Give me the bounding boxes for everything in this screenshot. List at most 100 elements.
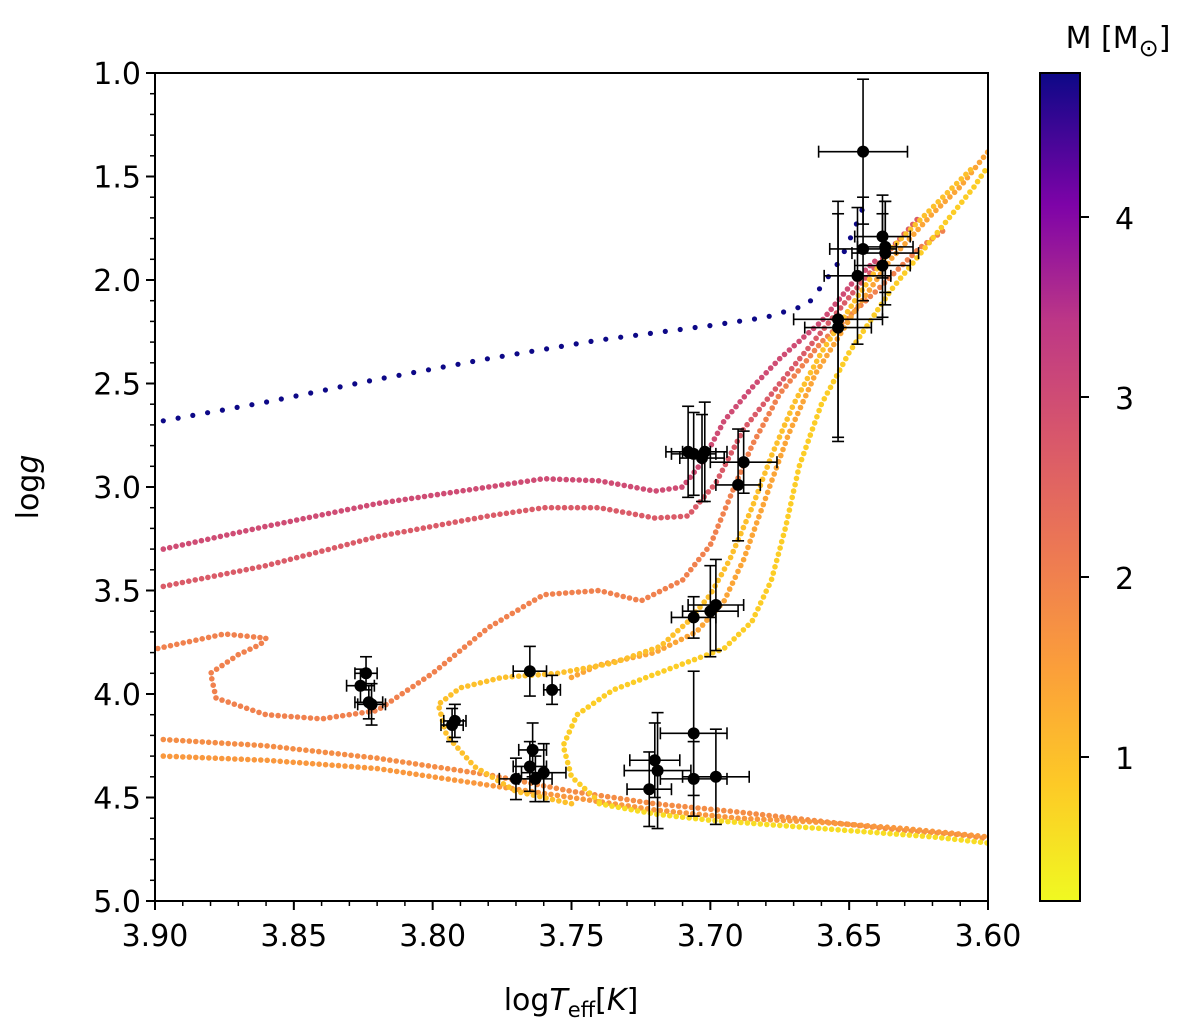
track-point [971, 838, 977, 845]
track-point [598, 792, 605, 799]
track-point [942, 198, 948, 205]
track-point [167, 753, 173, 760]
track-point [612, 686, 619, 692]
track-point [567, 668, 574, 674]
track-point [782, 526, 788, 532]
track-point [708, 441, 715, 448]
track-point [624, 796, 630, 803]
track-point [755, 606, 761, 612]
track-point [915, 226, 921, 233]
track-point [355, 764, 361, 770]
track-point [763, 588, 769, 594]
track-point [848, 314, 854, 320]
track-point [537, 793, 543, 800]
track-point [615, 804, 622, 811]
track-point [798, 387, 805, 393]
track-point [277, 744, 283, 751]
track-point [756, 514, 762, 520]
track-point [893, 280, 900, 287]
x-tick-label: 3.70 [677, 919, 744, 954]
track-point [313, 513, 319, 519]
track-point [604, 793, 611, 800]
track-point [951, 836, 958, 843]
track-point [707, 323, 713, 329]
track-point [428, 492, 434, 499]
track-point [819, 819, 826, 826]
track-point [761, 816, 767, 823]
colorbar-axis: 1 2 3 4 [1080, 202, 1134, 777]
track-point [366, 378, 373, 384]
track-point [478, 767, 484, 774]
track-point [498, 617, 504, 623]
track-point [721, 598, 727, 604]
track-point [904, 257, 911, 263]
track-point [472, 764, 479, 770]
track-point [750, 439, 757, 446]
track-point [858, 822, 864, 829]
track-point [348, 763, 355, 770]
track-point [751, 526, 758, 532]
track-point [947, 194, 953, 200]
star-marker [851, 269, 864, 282]
track-point [611, 794, 617, 801]
track-point [243, 566, 249, 573]
track-point [809, 426, 816, 432]
track-point [910, 826, 916, 833]
track-point [209, 676, 215, 682]
track-point [864, 823, 871, 829]
track-point [811, 347, 818, 354]
track-point [529, 506, 535, 513]
track-point [388, 531, 395, 537]
track-point [779, 428, 785, 434]
track-point [672, 485, 679, 491]
star-marker [857, 242, 870, 255]
track-point [840, 291, 847, 297]
track-point [404, 687, 411, 693]
track-point [564, 759, 571, 766]
star-2 [803, 212, 873, 443]
track-point [731, 636, 737, 642]
track-point [679, 577, 686, 583]
track-point [205, 410, 211, 416]
track-point [919, 833, 926, 839]
track-point [518, 479, 524, 485]
track-point [757, 600, 764, 606]
track-point [219, 755, 225, 762]
track-point [776, 355, 783, 362]
track-point [322, 387, 328, 393]
track-point [509, 673, 515, 680]
star-marker [523, 760, 536, 773]
track-point [655, 670, 661, 676]
track-point [676, 809, 683, 816]
track-point [724, 592, 730, 598]
track-point [425, 763, 432, 769]
track-point [356, 538, 363, 544]
track-point [444, 765, 451, 772]
track-point [673, 663, 679, 670]
track-point [678, 636, 685, 643]
track-point [205, 536, 211, 543]
track-point [748, 416, 754, 423]
track-point [256, 564, 262, 570]
track-point [213, 695, 219, 701]
track-point [325, 510, 332, 517]
track-point [885, 290, 892, 297]
track-point [576, 477, 582, 483]
track-point [375, 533, 382, 540]
track-point [381, 375, 387, 381]
track-point [768, 576, 775, 583]
track-point [632, 511, 639, 518]
track-point [300, 515, 306, 522]
track-point [393, 758, 400, 764]
observed-stars [345, 78, 920, 830]
track-point [827, 336, 833, 342]
track-point [627, 483, 634, 490]
star-marker [857, 145, 870, 158]
track-point [568, 674, 575, 681]
track-point [926, 208, 932, 214]
track-point [729, 580, 736, 586]
track-point [186, 754, 193, 760]
track-point [586, 790, 593, 796]
colorbar-tick-label: 1 [1115, 742, 1134, 777]
star-marker [832, 321, 845, 334]
